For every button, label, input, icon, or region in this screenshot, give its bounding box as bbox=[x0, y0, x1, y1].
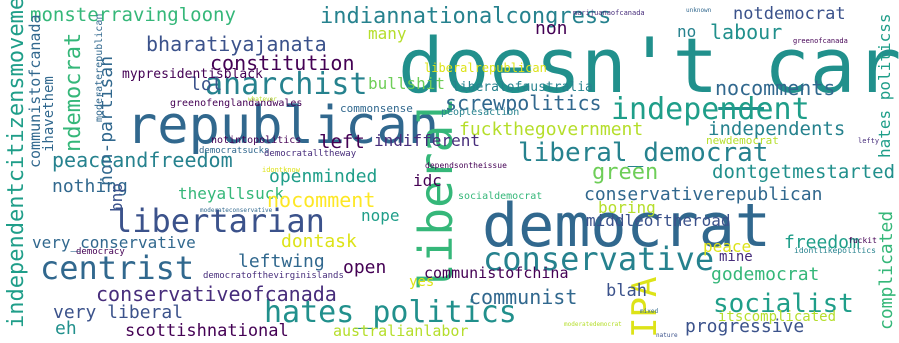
cloud-word: peaceandfreedom bbox=[52, 148, 233, 172]
cloud-word: boring bbox=[598, 198, 656, 217]
cloud-word: conservativeofcanada bbox=[96, 282, 337, 306]
cloud-word: whatever bbox=[248, 96, 277, 103]
cloud-word: independents bbox=[708, 118, 846, 140]
cloud-word: democratsucks bbox=[199, 146, 270, 156]
cloud-word: liberalofaustralia bbox=[452, 80, 593, 95]
cloud-word: green bbox=[592, 160, 659, 185]
cloud-word: no bbox=[677, 22, 697, 41]
cloud-word: communist bbox=[469, 285, 578, 309]
cloud-word: progressive bbox=[685, 316, 805, 337]
cloud-word: marijuanaofcanada bbox=[573, 9, 645, 17]
cloud-word: democrat bbox=[482, 191, 771, 261]
cloud-word: indifferent bbox=[374, 131, 480, 150]
cloud-word: dontask bbox=[281, 231, 357, 252]
cloud-word: open bbox=[343, 257, 387, 278]
cloud-word: socialdemocrat bbox=[458, 191, 543, 202]
cloud-word: fuckit bbox=[848, 236, 877, 245]
cloud-word: conservativerepublican bbox=[584, 184, 823, 205]
cloud-word: libertarian bbox=[113, 202, 325, 240]
cloud-word: screwpolitics bbox=[445, 91, 602, 115]
cloud-word: republican bbox=[126, 96, 440, 156]
cloud-word: independent bbox=[611, 92, 810, 127]
cloud-word: bullshit bbox=[368, 74, 446, 93]
cloud-word: doesn't_care bbox=[398, 21, 899, 110]
cloud-word: dependsontheissue bbox=[425, 161, 507, 170]
cloud-word: hates_politics bbox=[264, 295, 517, 330]
cloud-word: democratofthevirginislands bbox=[203, 271, 344, 281]
cloud-word: labour bbox=[710, 20, 783, 44]
cloud-word: blah bbox=[606, 281, 647, 301]
cloud-word: lefty bbox=[858, 137, 880, 145]
cloud-word: leftwing bbox=[238, 251, 325, 272]
cloud-word: itscomplicated bbox=[718, 309, 837, 325]
cloud-word: liberalrepublican bbox=[424, 61, 547, 75]
cloud-word: yes bbox=[409, 274, 435, 290]
cloud-word: unknown bbox=[686, 7, 712, 14]
cloud-word: moderateconservative bbox=[200, 207, 273, 214]
cloud-word: moderatedemocrat bbox=[564, 321, 622, 328]
cloud-word: ihavethem bbox=[41, 76, 57, 152]
cloud-word: complicated bbox=[876, 210, 897, 330]
cloud-word: left bbox=[319, 131, 365, 153]
cloud-word: openminded bbox=[269, 166, 378, 187]
cloud-word: idontknow bbox=[262, 166, 300, 174]
cloud-word: peace bbox=[703, 237, 752, 256]
cloud-word: idontlikepolitics bbox=[794, 246, 876, 255]
cloud-word: constitution bbox=[210, 51, 355, 75]
cloud-word: communistofchina bbox=[424, 264, 569, 282]
cloud-word: nature bbox=[656, 332, 678, 339]
cloud-word: mypresidentisblack bbox=[122, 67, 263, 82]
cloud-word: nope bbox=[361, 206, 400, 225]
cloud-word: fuckthegovernment bbox=[459, 119, 644, 140]
cloud-word: notintopolitics bbox=[211, 135, 302, 146]
cloud-word: mine bbox=[719, 249, 753, 265]
cloud-word: indiannationalcongress bbox=[320, 4, 612, 29]
cloud-word: mixed bbox=[640, 308, 659, 315]
cloud-word: bnp bbox=[107, 183, 126, 212]
cloud-word: commonsense bbox=[340, 102, 413, 115]
cloud-word: non bbox=[535, 18, 568, 39]
cloud-word: eh bbox=[55, 318, 77, 339]
cloud-word: centrist bbox=[40, 249, 195, 287]
cloud-word: liberal_democrat bbox=[518, 138, 769, 168]
cloud-word: dontgetmestarted bbox=[712, 161, 896, 183]
cloud-word: middleoftheroad bbox=[586, 211, 731, 230]
cloud-word: lol bbox=[190, 74, 223, 95]
cloud-word: nocomments bbox=[715, 76, 836, 100]
cloud-word: greenofcanada bbox=[793, 37, 848, 45]
cloud-word: theyallsuck bbox=[178, 184, 284, 203]
cloud-word: bharatiyajanata bbox=[146, 32, 327, 56]
cloud-word: nocomment bbox=[267, 188, 376, 212]
cloud-word: greenofenglandandwales bbox=[170, 98, 303, 109]
cloud-word: moderaterepublican bbox=[94, 13, 105, 122]
cloud-word: peoplesaction bbox=[441, 107, 520, 118]
cloud-word: notdemocrat bbox=[733, 4, 846, 24]
cloud-word: ndemocrat bbox=[61, 32, 86, 152]
cloud-word: hates politicss bbox=[875, 13, 894, 159]
cloud-word: freedom bbox=[784, 232, 860, 253]
cloud-word: nothing bbox=[52, 176, 128, 197]
cloud-word: monsterravingloony bbox=[30, 4, 236, 26]
cloud-word: very liberal bbox=[53, 302, 184, 323]
cloud-word: many bbox=[368, 24, 407, 43]
cloud-word: socialist bbox=[713, 289, 854, 319]
cloud-word: democratalltheway bbox=[264, 149, 357, 159]
cloud-word: scottishnational bbox=[125, 321, 289, 341]
cloud-word: conservative bbox=[483, 240, 715, 278]
cloud-word: democracy bbox=[76, 247, 125, 257]
cloud-word: newdemocrat bbox=[706, 134, 779, 147]
cloud-word: godemocrat bbox=[711, 264, 820, 285]
cloud-word: anarchist bbox=[205, 67, 368, 102]
cloud-word: idc bbox=[413, 171, 442, 190]
cloud-word: very_conservative bbox=[32, 233, 196, 252]
cloud-word: independentcitizensmovement bbox=[4, 0, 29, 328]
cloud-word: liberal bbox=[409, 97, 463, 291]
cloud-word: australianlabor bbox=[333, 322, 469, 340]
